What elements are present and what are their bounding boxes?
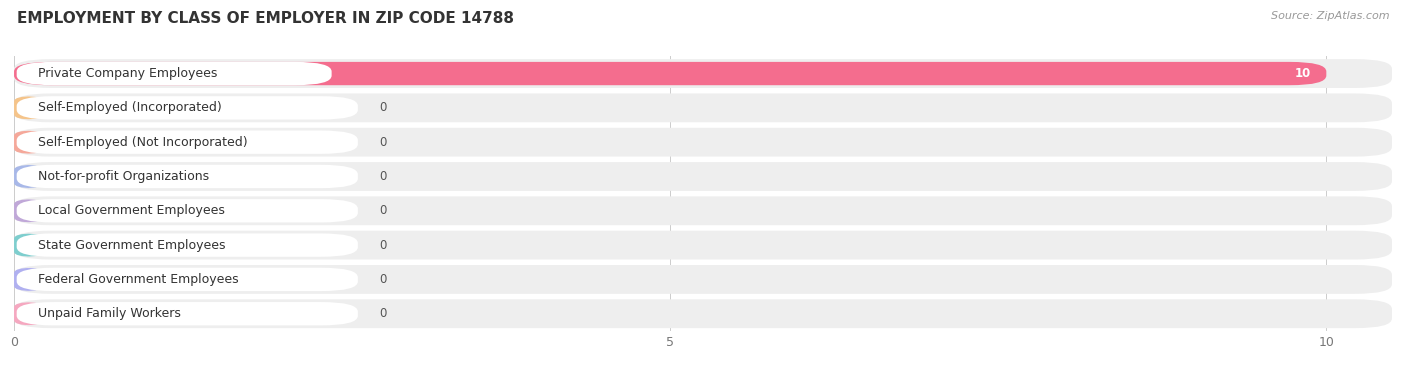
FancyBboxPatch shape [14, 265, 1392, 294]
FancyBboxPatch shape [17, 302, 359, 325]
Text: 0: 0 [378, 136, 387, 149]
Text: 0: 0 [378, 204, 387, 217]
FancyBboxPatch shape [14, 199, 44, 223]
FancyBboxPatch shape [17, 199, 359, 223]
FancyBboxPatch shape [17, 96, 359, 120]
FancyBboxPatch shape [14, 196, 1392, 225]
Text: 0: 0 [378, 102, 387, 114]
Text: 0: 0 [378, 239, 387, 252]
Text: Federal Government Employees: Federal Government Employees [38, 273, 238, 286]
Text: EMPLOYMENT BY CLASS OF EMPLOYER IN ZIP CODE 14788: EMPLOYMENT BY CLASS OF EMPLOYER IN ZIP C… [17, 11, 513, 26]
FancyBboxPatch shape [14, 231, 1392, 259]
Text: 10: 10 [1295, 67, 1310, 80]
Text: Not-for-profit Organizations: Not-for-profit Organizations [38, 170, 209, 183]
FancyBboxPatch shape [14, 302, 44, 325]
Text: State Government Employees: State Government Employees [38, 239, 225, 252]
Text: Self-Employed (Not Incorporated): Self-Employed (Not Incorporated) [38, 136, 247, 149]
FancyBboxPatch shape [14, 299, 1392, 328]
Text: Local Government Employees: Local Government Employees [38, 204, 225, 217]
Text: Unpaid Family Workers: Unpaid Family Workers [38, 307, 180, 320]
FancyBboxPatch shape [17, 62, 332, 85]
FancyBboxPatch shape [14, 128, 1392, 156]
FancyBboxPatch shape [14, 162, 1392, 191]
FancyBboxPatch shape [14, 59, 1392, 88]
FancyBboxPatch shape [17, 233, 359, 257]
Text: Source: ZipAtlas.com: Source: ZipAtlas.com [1271, 11, 1389, 21]
FancyBboxPatch shape [17, 130, 359, 154]
FancyBboxPatch shape [14, 233, 44, 257]
Text: 0: 0 [378, 273, 387, 286]
Text: Private Company Employees: Private Company Employees [38, 67, 217, 80]
FancyBboxPatch shape [17, 268, 359, 291]
FancyBboxPatch shape [14, 96, 44, 120]
FancyBboxPatch shape [14, 94, 1392, 122]
Text: 0: 0 [378, 170, 387, 183]
FancyBboxPatch shape [14, 130, 44, 154]
FancyBboxPatch shape [17, 165, 359, 188]
FancyBboxPatch shape [14, 62, 1326, 85]
FancyBboxPatch shape [14, 268, 44, 291]
FancyBboxPatch shape [14, 165, 44, 188]
Text: 0: 0 [378, 307, 387, 320]
Text: Self-Employed (Incorporated): Self-Employed (Incorporated) [38, 102, 221, 114]
